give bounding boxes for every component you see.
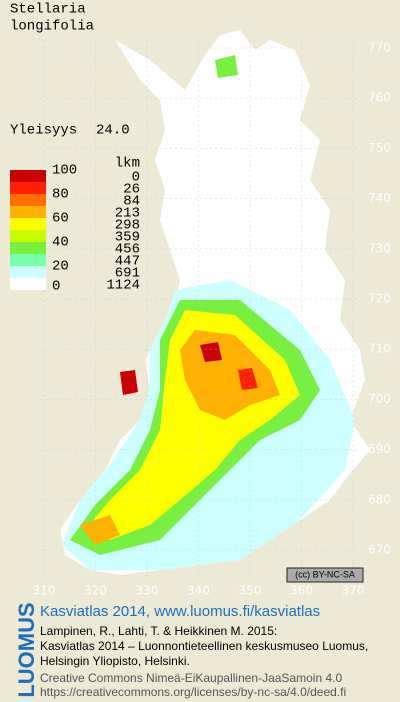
legend-swatch — [10, 206, 46, 218]
northing-label: 750 — [368, 141, 391, 155]
legend-scale: 100 — [52, 163, 77, 179]
northing-label: 710 — [368, 342, 391, 356]
land — [60, 30, 370, 575]
legend-swatch — [10, 182, 46, 194]
license-badge — [286, 567, 364, 583]
peak-area — [238, 368, 258, 390]
legend-scale: 80 — [52, 187, 69, 203]
easting-label: 330 — [136, 584, 159, 598]
northing-label: 680 — [368, 492, 391, 506]
peak-area — [120, 370, 138, 395]
easting-label: 340 — [187, 584, 210, 598]
easting-label: 310 — [33, 584, 56, 598]
legend-count: 0 — [132, 170, 140, 186]
citation-line: Lampinen, R., Lahti, T. & Heikkinen M. 2… — [40, 624, 277, 638]
legend-scale: 0 — [52, 279, 60, 295]
very-frequent-area — [80, 515, 120, 545]
title-line: Stellaria — [10, 2, 86, 18]
legend-scale: 60 — [52, 211, 69, 227]
legend-count: 1124 — [106, 278, 140, 294]
legend-count: 84 — [123, 194, 140, 210]
legend-swatch — [10, 254, 46, 266]
footer: Lampinen, R., Lahti, T. & Heikkinen M. 2… — [40, 624, 368, 699]
legend-count: 456 — [115, 242, 140, 258]
northing-label: 760 — [368, 91, 391, 105]
easting-label: 360 — [290, 584, 313, 598]
northing-label: 690 — [368, 442, 391, 456]
brand: LUOMUS — [14, 602, 39, 697]
license-badge-text: (cc) BY-NC-SA — [295, 569, 355, 579]
easting-label: 350 — [239, 584, 262, 598]
northing-label: 720 — [368, 292, 391, 306]
legend-swatch — [10, 230, 46, 242]
grid: 770 760 750 740 730 720 710 700 690 680 670 310 320 3… — [33, 40, 391, 598]
legend-count: 213 — [115, 206, 140, 222]
license-line: Creative Commons Nimeä-EiKaupallinen-Jaa… — [40, 671, 342, 685]
legend-count: 359 — [115, 230, 140, 246]
northing-label: 700 — [368, 392, 391, 406]
legend-swatch — [10, 242, 46, 254]
title-line: longifolia — [10, 19, 94, 35]
legend-scale: 20 — [52, 259, 69, 275]
license-line: https://creativecommons.org/licenses/by-… — [40, 685, 346, 699]
footer-heading: Kasviatlas 2014, www.luomus.fi/kasviatla… — [40, 603, 320, 620]
frequency-label: Yleisyys — [10, 123, 77, 139]
easting-label: 320 — [84, 584, 107, 598]
legend-count: 447 — [115, 254, 140, 270]
legend-swatch — [10, 194, 46, 206]
northing-label: 770 — [368, 41, 391, 55]
northing-label: 730 — [368, 241, 391, 255]
citation-line: Kasviatlas 2014 – Luonnontieteellinen ke… — [40, 639, 368, 653]
citation-line: Helsingin Yliopisto, Helsinki. — [40, 654, 190, 668]
legend-swatch — [10, 218, 46, 230]
legend-count: 298 — [115, 218, 140, 234]
legend-swatch — [10, 170, 46, 182]
northing-label: 670 — [368, 543, 391, 557]
peak-area — [200, 342, 222, 362]
legend-count: 691 — [115, 266, 140, 282]
legend-scale: 40 — [52, 235, 69, 251]
northing-label: 740 — [368, 191, 391, 205]
legend-header: lkm — [115, 156, 140, 172]
frequency-value: 24.0 — [96, 123, 130, 139]
legend-swatch — [10, 266, 46, 278]
northern-patch — [215, 55, 238, 78]
legend-swatch — [10, 278, 46, 290]
easting-label: 370 — [342, 584, 365, 598]
legend: 026842132983594564476911124100806040200l… — [10, 156, 140, 295]
legend-count: 26 — [123, 182, 140, 198]
